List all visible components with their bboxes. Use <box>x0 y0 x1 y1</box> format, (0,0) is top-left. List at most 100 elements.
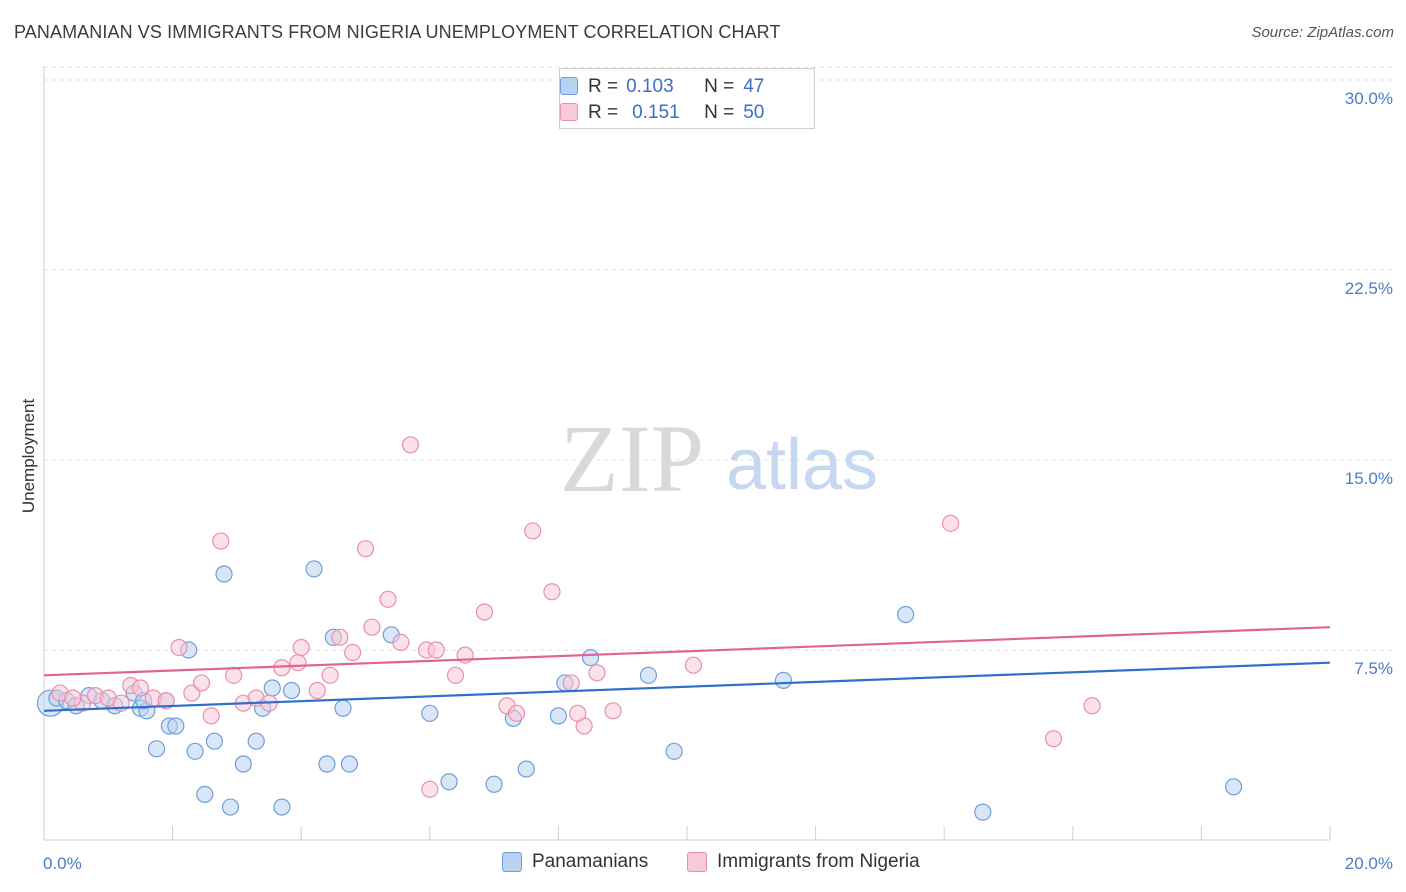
legend-series: Panamanians Immigrants from Nigeria <box>0 851 1406 877</box>
point-panamanian <box>167 717 185 735</box>
point-nigeria <box>64 689 82 707</box>
watermark-zip: ZIP <box>560 405 704 512</box>
point-nigeria <box>292 638 310 657</box>
r-value: 0.103 <box>626 76 674 97</box>
point-nigeria <box>562 674 580 692</box>
point-panamanian <box>774 671 793 690</box>
source-label: Source: ZipAtlas.com <box>1251 24 1394 41</box>
point-panamanian <box>273 798 291 816</box>
trend-line-nigeria <box>43 626 1331 677</box>
n-value: 47 <box>743 76 765 97</box>
point-nigeria <box>508 704 526 722</box>
point-nigeria <box>321 666 339 684</box>
point-panamanian <box>485 775 503 793</box>
point-panamanian <box>334 699 352 717</box>
point-panamanian <box>215 565 233 583</box>
legend-swatch-pink <box>687 852 707 872</box>
point-nigeria <box>344 643 362 662</box>
y-tick-label: 30.0% <box>1345 89 1393 108</box>
point-panamanian <box>318 755 336 773</box>
legend-item-nigeria[interactable]: Immigrants from Nigeria <box>687 851 920 873</box>
point-nigeria <box>202 707 220 725</box>
trend-lines <box>43 626 1331 712</box>
chart-title: PANAMANIAN VS IMMIGRANTS FROM NIGERIA UN… <box>14 22 781 42</box>
point-panamanian <box>581 648 600 667</box>
point-nigeria <box>446 666 465 684</box>
point-panamanian <box>974 803 992 821</box>
point-panamanian <box>196 785 214 804</box>
point-nigeria <box>363 618 381 636</box>
point-nigeria <box>192 674 211 692</box>
point-panamanian <box>186 742 204 760</box>
point-panamanian <box>897 605 915 624</box>
point-nigeria <box>1044 730 1063 748</box>
point-nigeria <box>524 522 542 540</box>
point-nigeria <box>543 583 561 601</box>
point-nigeria <box>225 666 243 684</box>
point-nigeria <box>170 638 188 657</box>
point-panamanian <box>147 740 166 758</box>
point-nigeria <box>392 633 410 652</box>
y-axis-label: Unemployment <box>19 399 38 514</box>
point-nigeria <box>569 704 587 722</box>
point-nigeria <box>356 540 375 558</box>
point-nigeria <box>604 702 622 720</box>
point-panamanian <box>549 707 568 725</box>
point-panamanian <box>221 798 240 816</box>
point-panamanian <box>1224 778 1243 796</box>
n-label: N = <box>704 102 735 123</box>
point-panamanian <box>205 732 223 750</box>
r-label: R = <box>588 102 619 123</box>
point-nigeria <box>942 514 960 532</box>
r-value: 0.151 <box>632 102 680 123</box>
n-label: N = <box>704 76 735 97</box>
point-nigeria <box>421 780 439 798</box>
point-panamanian <box>665 742 683 760</box>
point-nigeria <box>1083 697 1101 715</box>
point-panamanian <box>234 755 252 773</box>
point-panamanian <box>440 773 458 791</box>
point-panamanian <box>517 760 535 778</box>
legend-label: Immigrants from Nigeria <box>717 851 920 872</box>
point-panamanian <box>305 560 323 578</box>
point-nigeria <box>131 679 150 697</box>
r-label: R = <box>588 76 619 97</box>
point-panamanian <box>282 681 301 700</box>
point-nigeria <box>289 654 307 672</box>
point-nigeria <box>588 664 606 682</box>
point-nigeria <box>684 656 703 674</box>
point-nigeria <box>379 590 397 608</box>
legend-swatch-blue <box>560 77 578 95</box>
tick-labels: 7.5% 15.0% 22.5% 30.0% 0.0% 20.0% <box>43 89 1393 873</box>
legend-item-panamanians[interactable]: Panamanians <box>502 851 648 873</box>
point-panamanian <box>639 666 658 684</box>
x-tick-label-start: 0.0% <box>43 854 82 873</box>
point-panamanian <box>421 704 439 722</box>
point-panamanian <box>263 679 281 697</box>
trend-line-panamanians <box>43 661 1331 712</box>
point-nigeria <box>157 692 175 710</box>
point-nigeria <box>427 641 445 659</box>
point-panamanian <box>247 732 265 750</box>
legend-swatch-pink <box>560 103 578 121</box>
point-nigeria <box>401 436 420 454</box>
x-tick-label-end: 20.0% <box>1345 854 1393 873</box>
n-value: 50 <box>743 102 765 123</box>
y-tick-label: 22.5% <box>1345 279 1393 298</box>
legend-stats: R = 0.103 N = 47 R = 0.151 N = 50 <box>559 68 815 129</box>
legend-stats-row-panamanians: R = 0.103 N = 47 <box>560 75 765 99</box>
y-tick-label: 15.0% <box>1345 469 1393 488</box>
point-panamanian <box>340 755 359 773</box>
watermark-atlas: atlas <box>726 425 878 505</box>
point-nigeria <box>331 628 349 646</box>
point-nigeria <box>212 532 230 550</box>
y-tick-label: 7.5% <box>1354 659 1393 678</box>
legend-stats-row-nigeria: R = 0.151 N = 50 <box>560 101 765 125</box>
grid-lines <box>44 66 1392 651</box>
legend-swatch-blue <box>502 852 522 872</box>
legend-label: Panamanians <box>532 851 649 872</box>
point-nigeria <box>475 603 494 621</box>
point-nigeria <box>308 681 326 700</box>
watermark: ZIP atlas <box>560 405 878 512</box>
